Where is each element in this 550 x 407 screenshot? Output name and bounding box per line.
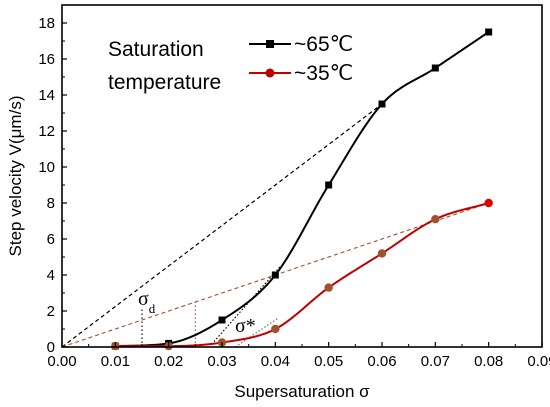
x-tick-label: 0.08 <box>474 353 503 370</box>
y-tick-label: 12 <box>38 123 55 140</box>
y-tick-label: 14 <box>38 87 55 104</box>
sigma-d-label: σd <box>138 288 156 316</box>
axis-ticks: 0.00 0.01 0.02 0.03 0.04 0.05 0.06 0.07 0.08 0.09… <box>38 4 550 370</box>
x-tick-label: 0.05 <box>314 353 343 370</box>
x-tick-label: 0.00 <box>47 353 76 370</box>
point-35 <box>484 198 493 208</box>
legend-title-line2: temperature <box>108 71 221 94</box>
x-tick-label: 0.03 <box>207 353 236 370</box>
y-tick-label: 8 <box>47 195 55 212</box>
sigma-star-line-35 <box>235 317 279 348</box>
curve-35 <box>115 202 489 348</box>
point-35 <box>271 324 280 334</box>
point-65 <box>325 181 333 189</box>
legend-label-65: ~65℃ <box>294 33 353 56</box>
point-65 <box>378 100 386 108</box>
y-tick-label: 10 <box>38 159 55 176</box>
curve-65 <box>115 31 490 348</box>
point-65 <box>271 271 279 279</box>
sigma-star-label: σ* <box>235 315 256 337</box>
tangent-line-65 <box>61 103 383 348</box>
x-axis-title: Supersaturation σ <box>234 382 370 401</box>
y-tick-label: 2 <box>47 303 55 320</box>
fit-curves <box>115 31 490 348</box>
point-65 <box>218 316 226 324</box>
point-65 <box>485 28 493 36</box>
y-tick-label: 6 <box>47 231 55 248</box>
legend: Saturation temperature ~65℃ ~35℃ <box>108 33 353 94</box>
y-tick-label: 0 <box>47 339 55 356</box>
x-tick-label: 0.07 <box>421 353 450 370</box>
x-tick-label: 0.04 <box>261 353 290 370</box>
data-markers <box>111 28 493 351</box>
x-tick-label: 0.02 <box>154 353 183 370</box>
point-65 <box>431 64 439 72</box>
point-35 <box>431 215 440 224</box>
x-tick-label: 0.06 <box>367 353 396 370</box>
legend-title-line1: Saturation <box>108 38 204 61</box>
y-tick-label: 16 <box>38 51 55 68</box>
y-tick-label: 4 <box>47 267 55 284</box>
point-35 <box>324 283 333 292</box>
legend-marker-35 <box>265 68 275 78</box>
y-tick-label: 18 <box>38 15 55 32</box>
x-tick-label: 0.01 <box>101 353 130 370</box>
x-tick-label: 0.09 <box>527 353 550 370</box>
point-35 <box>377 249 387 258</box>
legend-label-35: ~35℃ <box>294 62 353 85</box>
y-axis-title: Step velocity V(μm/s) <box>6 96 25 257</box>
legend-marker-65 <box>266 40 274 48</box>
